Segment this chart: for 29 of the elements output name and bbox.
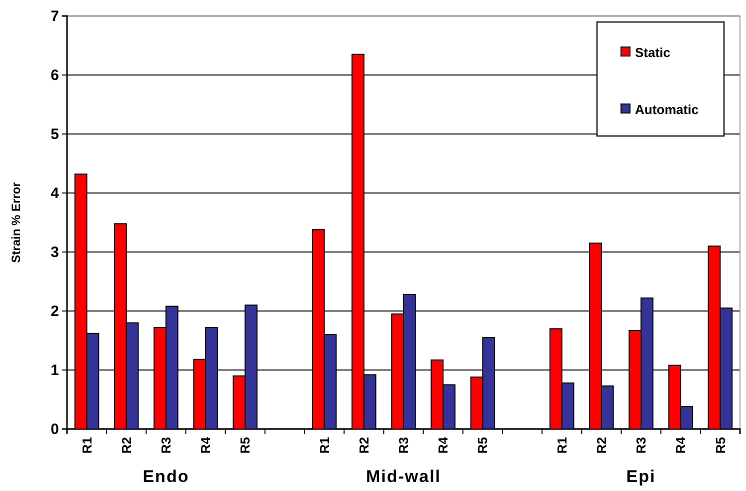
x-tick-label: R3 — [158, 437, 174, 454]
y-axis-title: Strain % Error — [9, 182, 23, 263]
text: Epi — [626, 467, 656, 486]
text: Mid-wall — [366, 467, 442, 486]
x-tick-label: R2 — [356, 437, 372, 454]
y-tick-label: 5 — [50, 126, 59, 143]
legend-label: Automatic — [635, 102, 699, 117]
x-tick-label: R5 — [238, 437, 253, 454]
x-tick-label: R1 — [316, 437, 332, 454]
y-tick-label: 1 — [50, 362, 59, 379]
y-tick-label: 0 — [50, 420, 59, 438]
y-tick-label: 2 — [50, 302, 59, 320]
x-tick-label: R5 — [475, 437, 490, 454]
x-tick-label: R2 — [594, 437, 609, 454]
y-tick-label: 4 — [50, 184, 60, 202]
x-tick-label: R4 — [673, 436, 688, 454]
x-tick-label: R4 — [198, 436, 214, 454]
x-tick-label: R2 — [118, 437, 134, 454]
y-tick-label: 6 — [50, 66, 59, 84]
x-tick-label: R3 — [634, 437, 649, 454]
x-tick-label: R5 — [712, 437, 728, 454]
text: Endo — [142, 467, 190, 486]
y-tick-label: 3 — [50, 244, 59, 261]
x-tick-label: R1 — [554, 437, 570, 454]
x-tick-label: R1 — [79, 437, 94, 454]
x-tick-label: R3 — [396, 437, 412, 454]
x-tick-label: R4 — [436, 436, 451, 454]
y-tick-label: 7 — [50, 8, 59, 25]
legend-label: Static — [635, 45, 670, 60]
